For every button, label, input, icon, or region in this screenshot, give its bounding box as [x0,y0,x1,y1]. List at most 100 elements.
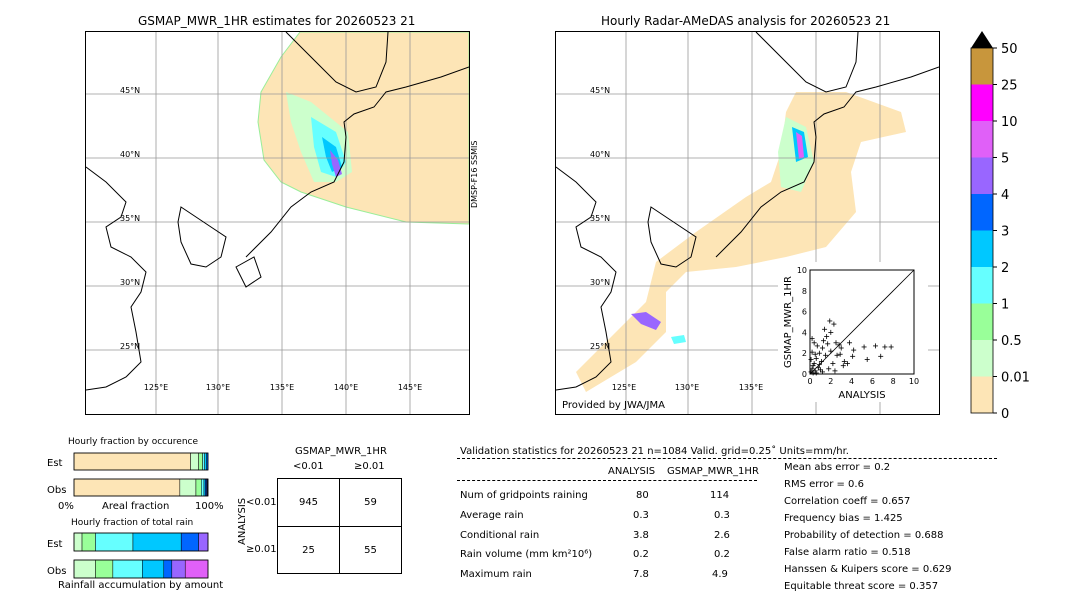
validation-col-gsmap: GSMAP_MWR_1HR [667,466,759,477]
right-coast-japan [715,66,939,258]
scatter-point [882,344,888,350]
scatter-point [826,366,832,372]
stacked-bar-segment [73,559,96,579]
colorbar-label: 4 [1001,188,1009,203]
scatter-point [824,334,830,340]
colorbar-label: 0 [1001,407,1009,418]
right-coast-russia [755,32,859,93]
left-lon-labels: 125°E 130°E 135°E 140°E 145°E [144,383,422,392]
occ-cat-obs: Obs [47,485,66,496]
colorbar: 50 25 10 5 4 3 2 1 0.5 0.01 0 [966,28,1046,422]
stacked-bar-segment [198,452,203,471]
scatter-point [838,345,844,351]
scatter-point [850,353,856,359]
stacked-bar-segment [81,532,96,552]
occ-xlabel: Areal fraction [102,501,170,512]
left-coast-russia [285,32,389,93]
scatter-xtick: 10 [909,377,919,386]
contingency-row-label: <0.01 [246,497,277,508]
stacked-bar-segment [132,532,182,552]
contingency-cell: 59 [339,478,402,527]
colorbar-segment [971,84,993,121]
left-rain-peak [330,150,342,177]
right-lat-label: 45°N [590,86,610,95]
right-map-credit: Provided by JWA/JMA [562,400,665,411]
rainfrac-title: Hourly fraction of total rain [71,518,194,528]
scatter-point [814,343,820,349]
left-lat-label: 30°N [120,278,140,287]
contingency-cell: 55 [339,526,402,574]
scatter-point [811,361,817,367]
left-lat-labels: 45°N 40°N 35°N 30°N 25°N [120,86,140,351]
left-lon-label: 130°E [206,383,230,392]
stacked-bar-segment [195,478,202,497]
validation-score: Hanssen & Kuipers score = 0.629 [784,564,952,575]
stacked-bar-segment [198,532,209,552]
occurrence-title: Hourly fraction by occurence [68,437,199,447]
validation-col-analysis: ANALYSIS [608,466,656,477]
stacked-bar-segment [180,532,199,552]
colorbar-label: 1 [1001,298,1009,313]
stacked-bar-segment [179,478,197,497]
left-map-canvas: 45°N 40°N 35°N 30°N 25°N 125°E 130°E 135… [86,32,469,414]
left-lat-label: 45°N [120,86,140,95]
left-coast-korea [177,206,227,268]
stacked-bar-segment [73,452,191,471]
scatter-point [819,345,825,351]
colorbar-label: 0.5 [1001,334,1022,349]
scatter-point [831,321,837,327]
scatter-ytick: 2 [802,349,807,358]
right-lat-label: 30°N [590,278,610,287]
rainfrac-chart: Est Obs [40,530,230,582]
left-lon-label: 140°E [334,383,358,392]
colorbar-segment [971,121,993,158]
right-lon-labels: 125°E 130°E 135°E [612,383,763,392]
scatter-point [823,352,829,358]
left-coast-kyushu [235,256,262,288]
right-lat-label: 35°N [590,214,610,223]
scatter-point [819,369,825,375]
scatter-xtick: 2 [828,377,833,386]
left-map: 45°N 40°N 35°N 30°N 25°N 125°E 130°E 135… [85,31,470,415]
scatter-point [851,347,857,353]
right-coast-korea [647,206,697,268]
scatter-point [833,340,839,346]
right-lon-label: 125°E [612,383,636,392]
validation-header: Validation statistics for 20260523 21 n=… [460,446,849,457]
validation-row-label: Rain volume (mm km²10⁶) [460,549,593,560]
left-lon-label: 125°E [144,383,168,392]
scatter-point [813,370,819,376]
validation-row-analysis: 0.3 [633,510,649,521]
stacked-bar-segment [95,559,114,579]
left-lon-label: 145°E [398,383,422,392]
scatter-point [822,326,828,332]
stacked-bar-segment [112,559,143,579]
validation-row-analysis: 7.8 [633,569,649,580]
scatter-point [818,359,824,365]
right-rain-south [631,312,661,330]
validation-score: Frequency bias = 1.425 [784,513,903,524]
stacked-bar-frame [73,478,209,497]
contingency-cell: 25 [277,526,340,574]
scatter-point [834,352,840,358]
validation-row-label: Num of gridpoints raining [460,490,588,501]
colorbar-segment [971,230,993,267]
validation-score: Correlation coeff = 0.657 [784,496,911,507]
scatter-point [841,359,847,365]
right-rain-peak [796,132,804,159]
scatter-point [844,361,850,367]
validation-row-analysis: 80 [636,490,649,501]
validation-col-divider [457,480,757,481]
validation-row-gsmap: 2.6 [714,530,730,541]
scatter-point [809,366,815,372]
scatter-ytick: 0 [802,370,807,379]
scatter-ytick: 10 [797,266,807,275]
colorbar-segment [971,157,993,194]
scatter-ytick: 4 [802,328,807,337]
validation-row-label: Maximum rain [460,569,532,580]
left-lat-label: 35°N [120,214,140,223]
contingency-table: 945 59 25 55 [277,478,402,574]
scatter-xtick: 0 [807,377,812,386]
right-lat-label: 25°N [590,342,610,351]
scatter-point [821,338,827,344]
